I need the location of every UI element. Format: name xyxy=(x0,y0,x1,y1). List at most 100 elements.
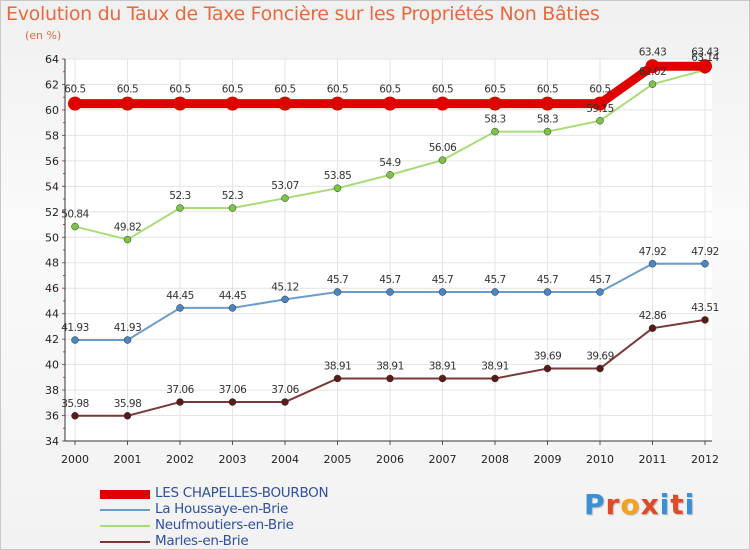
logo-letter: r xyxy=(605,488,621,521)
data-point xyxy=(438,374,447,383)
data-point xyxy=(71,336,79,344)
legend-swatch xyxy=(100,541,150,543)
data-point xyxy=(278,96,292,111)
data-label: 35.98 xyxy=(61,398,89,410)
data-label: 50.84 xyxy=(61,209,89,221)
legend-label: Marles-en-Brie xyxy=(155,533,249,549)
data-label: 60.5 xyxy=(432,84,453,96)
data-label: 60.5 xyxy=(274,84,295,96)
data-label: 41.93 xyxy=(61,322,89,334)
data-label: 44.45 xyxy=(166,290,194,302)
data-label: 45.7 xyxy=(432,274,453,286)
logo-letter: P xyxy=(584,488,606,521)
logo-letter: x xyxy=(640,488,660,521)
data-point xyxy=(488,96,502,111)
data-point xyxy=(491,127,499,136)
data-label: 37.06 xyxy=(166,384,194,396)
data-label: 47.92 xyxy=(639,246,667,258)
y-tick-label: 46 xyxy=(45,282,59,295)
data-label: 45.7 xyxy=(589,274,610,286)
legend-item: La Houssaye-en-Brie xyxy=(100,501,400,518)
data-point xyxy=(543,288,552,296)
y-tick-label: 42 xyxy=(45,333,59,346)
legend-item: Marles-en-Brie xyxy=(100,533,400,550)
logo-letter: i xyxy=(684,488,696,521)
data-point xyxy=(330,96,345,111)
x-tick-label: 2004 xyxy=(271,453,299,466)
data-label: 58.3 xyxy=(537,114,558,126)
legend-swatch xyxy=(100,489,150,499)
data-point xyxy=(645,59,660,74)
legend: LES CHAPELLES-BOURBON La Houssaye-en-Brie… xyxy=(100,485,400,550)
x-tick-label: 2000 xyxy=(61,453,89,466)
data-label: 52.3 xyxy=(169,190,190,202)
x-tick-label: 2007 xyxy=(429,453,457,466)
x-tick-label: 2008 xyxy=(481,453,509,466)
x-tick-label: 2005 xyxy=(324,453,352,466)
data-point xyxy=(228,398,237,406)
logo-letter: o xyxy=(620,488,641,521)
data-label: 60.5 xyxy=(537,84,558,96)
data-point xyxy=(228,204,237,212)
data-label: 59.15 xyxy=(586,103,614,115)
data-label: 60.5 xyxy=(379,84,400,96)
x-tick-label: 2006 xyxy=(376,453,404,466)
data-point xyxy=(333,184,342,192)
data-label: 43.51 xyxy=(691,302,719,314)
data-point xyxy=(386,374,394,383)
y-tick-label: 64 xyxy=(45,53,59,66)
data-point xyxy=(71,412,79,420)
data-point xyxy=(435,96,450,111)
data-label: 60.5 xyxy=(169,84,190,96)
legend-item: LES CHAPELLES-BOURBON xyxy=(100,485,400,502)
data-point xyxy=(123,235,132,244)
data-label: 47.92 xyxy=(691,246,719,258)
legend-item: Neufmoutiers-en-Brie xyxy=(100,517,400,534)
data-point xyxy=(386,288,394,296)
data-point xyxy=(281,295,289,304)
data-label: 49.82 xyxy=(114,222,142,234)
y-tick-label: 60 xyxy=(45,104,59,117)
y-tick-label: 62 xyxy=(45,78,59,91)
x-tick-label: 2009 xyxy=(534,453,562,466)
data-label: 63.43 xyxy=(691,46,719,58)
y-tick-label: 38 xyxy=(45,384,59,397)
proxiti-logo: Proxiti xyxy=(584,488,695,521)
data-point xyxy=(543,127,552,136)
data-point xyxy=(596,288,604,296)
data-point xyxy=(701,316,709,324)
data-label: 60.5 xyxy=(117,84,138,96)
data-label: 60.5 xyxy=(327,84,348,96)
data-label: 53.85 xyxy=(324,170,352,182)
data-point xyxy=(438,288,447,296)
logo-letter: i xyxy=(659,488,671,521)
plot-area xyxy=(65,59,712,441)
y-tick-label: 40 xyxy=(45,359,59,372)
data-label: 45.7 xyxy=(379,274,400,286)
data-label: 35.98 xyxy=(114,398,142,410)
data-point xyxy=(333,374,342,383)
x-tick-label: 2011 xyxy=(639,453,667,466)
x-tick-label: 2002 xyxy=(166,453,194,466)
data-point xyxy=(71,222,79,231)
data-label: 39.69 xyxy=(534,351,562,363)
data-label: 37.06 xyxy=(271,384,299,396)
data-point xyxy=(176,204,184,212)
data-point xyxy=(596,117,604,125)
data-point xyxy=(491,374,499,383)
y-tick-label: 52 xyxy=(45,206,59,219)
data-label: 38.91 xyxy=(324,360,352,372)
legend-swatch xyxy=(100,525,150,527)
y-tick-label: 44 xyxy=(45,308,59,321)
data-point xyxy=(281,398,289,406)
data-label: 62.02 xyxy=(639,66,667,78)
y-tick-label: 36 xyxy=(45,410,59,423)
data-point xyxy=(648,80,657,88)
data-point xyxy=(333,288,342,296)
data-point xyxy=(698,59,712,74)
data-point xyxy=(540,96,555,111)
chart-title: Evolution du Taux de Taxe Foncière sur l… xyxy=(6,3,600,25)
data-label: 60.5 xyxy=(589,84,610,96)
data-point xyxy=(173,96,187,111)
